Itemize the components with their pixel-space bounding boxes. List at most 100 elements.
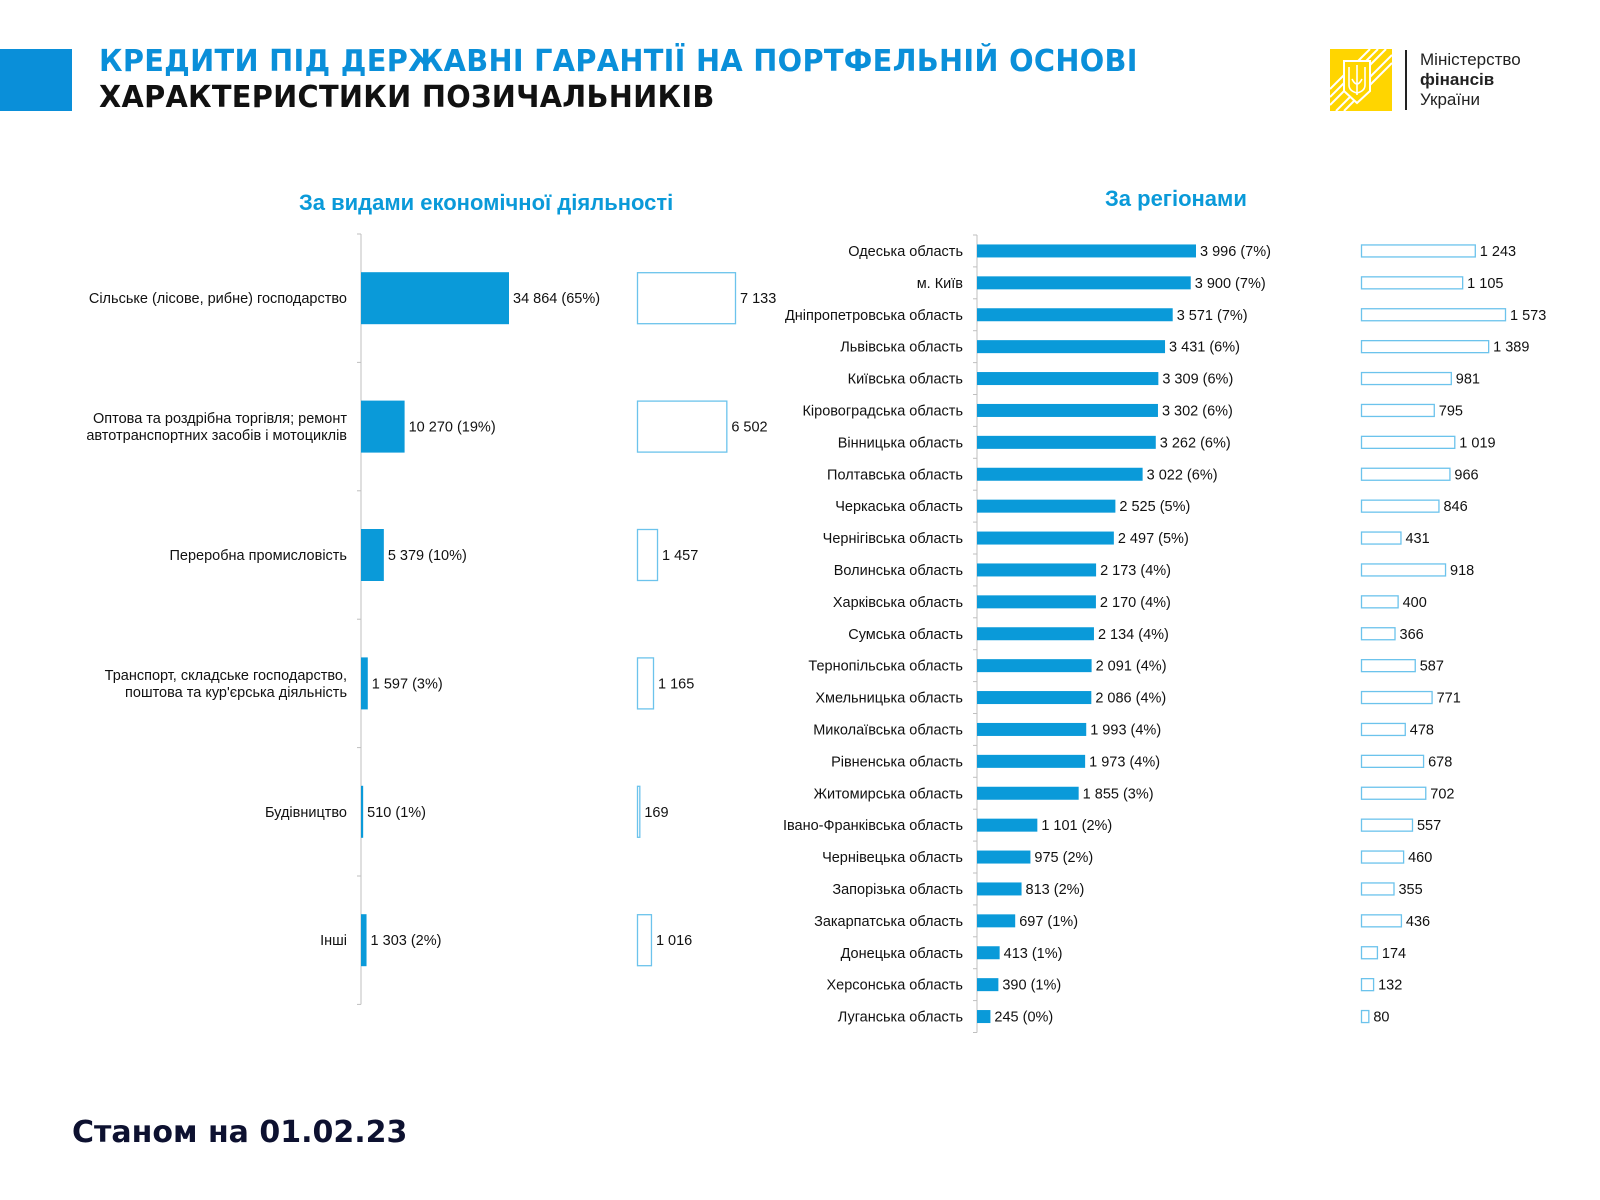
outline-bar	[1360, 595, 1399, 609]
outline-bar	[1360, 531, 1402, 545]
filled-bar	[977, 882, 1022, 896]
filled-bar	[977, 308, 1173, 322]
outline-bar-label: 169	[644, 805, 668, 821]
category-label: Закарпатська область	[814, 914, 963, 930]
filled-bar	[977, 244, 1196, 258]
filled-bar-label: 1 597 (3%)	[372, 676, 443, 692]
filled-bar	[977, 946, 1000, 960]
filled-bar-label: 2 086 (4%)	[1095, 691, 1166, 707]
filled-bar	[361, 785, 364, 838]
outline-bar-label: 355	[1398, 882, 1422, 898]
outline-bar-label: 431	[1405, 531, 1429, 547]
outline-bar	[1360, 371, 1452, 386]
outline-bar	[1360, 308, 1507, 322]
filled-bar	[977, 372, 1159, 386]
outline-bar	[1360, 850, 1405, 864]
ministry-name-line2: фінансів	[1420, 70, 1495, 89]
category-label: Запорізька область	[832, 882, 963, 898]
filled-bar	[977, 1010, 991, 1024]
category-label: Переробна промисловість	[169, 548, 347, 564]
outline-bar	[636, 785, 641, 838]
filled-bar-label: 3 900 (7%)	[1195, 276, 1266, 292]
filled-bar	[977, 722, 1087, 736]
category-label: Чернігівська область	[823, 531, 963, 547]
filled-bar	[361, 529, 384, 581]
filled-bar	[977, 659, 1092, 673]
filled-bar-label: 1 855 (3%)	[1083, 786, 1154, 802]
category-label: м. Київ	[917, 276, 964, 292]
filled-bar	[977, 850, 1031, 864]
outline-bar	[1360, 946, 1379, 960]
filled-bar-label: 1 101 (2%)	[1041, 818, 1112, 834]
filled-bar-label: 3 309 (6%)	[1162, 372, 1233, 388]
filled-bar	[977, 563, 1097, 577]
ministry-name-line3: України	[1420, 90, 1480, 109]
filled-bar	[977, 340, 1166, 354]
category-label: Оптова та роздрібна торгівля; ремонт авто…	[86, 411, 347, 444]
filled-bar	[977, 595, 1096, 609]
filled-bar-label: 2 091 (4%)	[1096, 659, 1167, 675]
category-label: Львівська область	[840, 340, 963, 356]
outline-bar-label: 1 016	[656, 933, 692, 949]
outline-bar	[1360, 722, 1406, 737]
outline-bar-label: 1 389	[1493, 340, 1529, 356]
filled-bar	[977, 499, 1116, 513]
region-chart-title: За регіонами	[1105, 186, 1247, 211]
outline-bar	[1360, 276, 1464, 290]
category-label: Будівництво	[265, 805, 347, 821]
outline-bar-label: 80	[1373, 1010, 1389, 1026]
category-label: Чернівецька область	[822, 850, 963, 866]
outline-bar-label: 1 165	[658, 676, 694, 692]
filled-bar	[977, 435, 1156, 449]
filled-bar-label: 2 134 (4%)	[1098, 627, 1169, 643]
category-label: Одеська область	[848, 244, 963, 260]
outline-bar-label: 1 573	[1510, 308, 1546, 324]
filled-bar	[361, 657, 368, 710]
filled-bar	[977, 403, 1158, 417]
filled-bar-label: 975 (2%)	[1034, 850, 1093, 866]
outline-bar	[1360, 1009, 1370, 1024]
outline-bar	[1360, 882, 1395, 896]
filled-bar-label: 34 864 (65%)	[513, 291, 600, 307]
filled-bar	[977, 786, 1079, 800]
outline-bar-label: 557	[1417, 818, 1441, 834]
filled-bar-label: 1 973 (4%)	[1089, 754, 1160, 770]
outline-bar-label: 702	[1430, 786, 1454, 802]
outline-bar	[1360, 467, 1451, 481]
outline-bar	[1360, 978, 1375, 992]
outline-bar-label: 174	[1382, 946, 1406, 962]
outline-bar	[636, 914, 653, 967]
filled-bar	[361, 272, 509, 325]
category-label: Полтавська область	[827, 467, 963, 483]
filled-bar-label: 2 170 (4%)	[1100, 595, 1171, 611]
outline-bar	[1360, 659, 1416, 673]
outline-bar-label: 846	[1443, 499, 1467, 515]
outline-bar-label: 478	[1410, 722, 1434, 738]
category-label: Миколаївська область	[813, 722, 963, 738]
filled-bar-label: 5 379 (10%)	[388, 548, 467, 564]
outline-bar-label: 981	[1456, 372, 1480, 388]
outline-bar	[1360, 786, 1427, 800]
outline-bar	[1360, 403, 1435, 418]
category-label: Тернопільська область	[808, 659, 963, 675]
activity-chart-title: За видами економічної діяльності	[299, 190, 674, 215]
outline-bar-label: 366	[1400, 627, 1424, 643]
outline-bar	[636, 400, 728, 453]
filled-bar	[977, 627, 1094, 641]
header-accent-square	[0, 49, 72, 111]
outline-bar-label: 1 105	[1467, 276, 1503, 292]
category-label: Івано-Франківська область	[783, 818, 963, 834]
outline-bar	[636, 272, 737, 325]
filled-bar-label: 3 262 (6%)	[1160, 435, 1231, 451]
logo-divider	[1405, 50, 1407, 110]
ministry-name: Міністерство фінансів України	[1420, 50, 1521, 110]
filled-bar	[977, 467, 1143, 481]
category-label: Інші	[320, 933, 347, 949]
outline-bar-label: 1 457	[662, 548, 698, 564]
filled-bar-label: 3 302 (6%)	[1162, 403, 1233, 419]
outline-bar	[1360, 435, 1456, 450]
as-of-date: Станом на 01.02.23	[72, 1115, 408, 1150]
outline-bar-label: 132	[1378, 978, 1402, 994]
category-label: Київська область	[848, 372, 963, 388]
trident-coat-of-arms-icon	[1330, 49, 1392, 111]
